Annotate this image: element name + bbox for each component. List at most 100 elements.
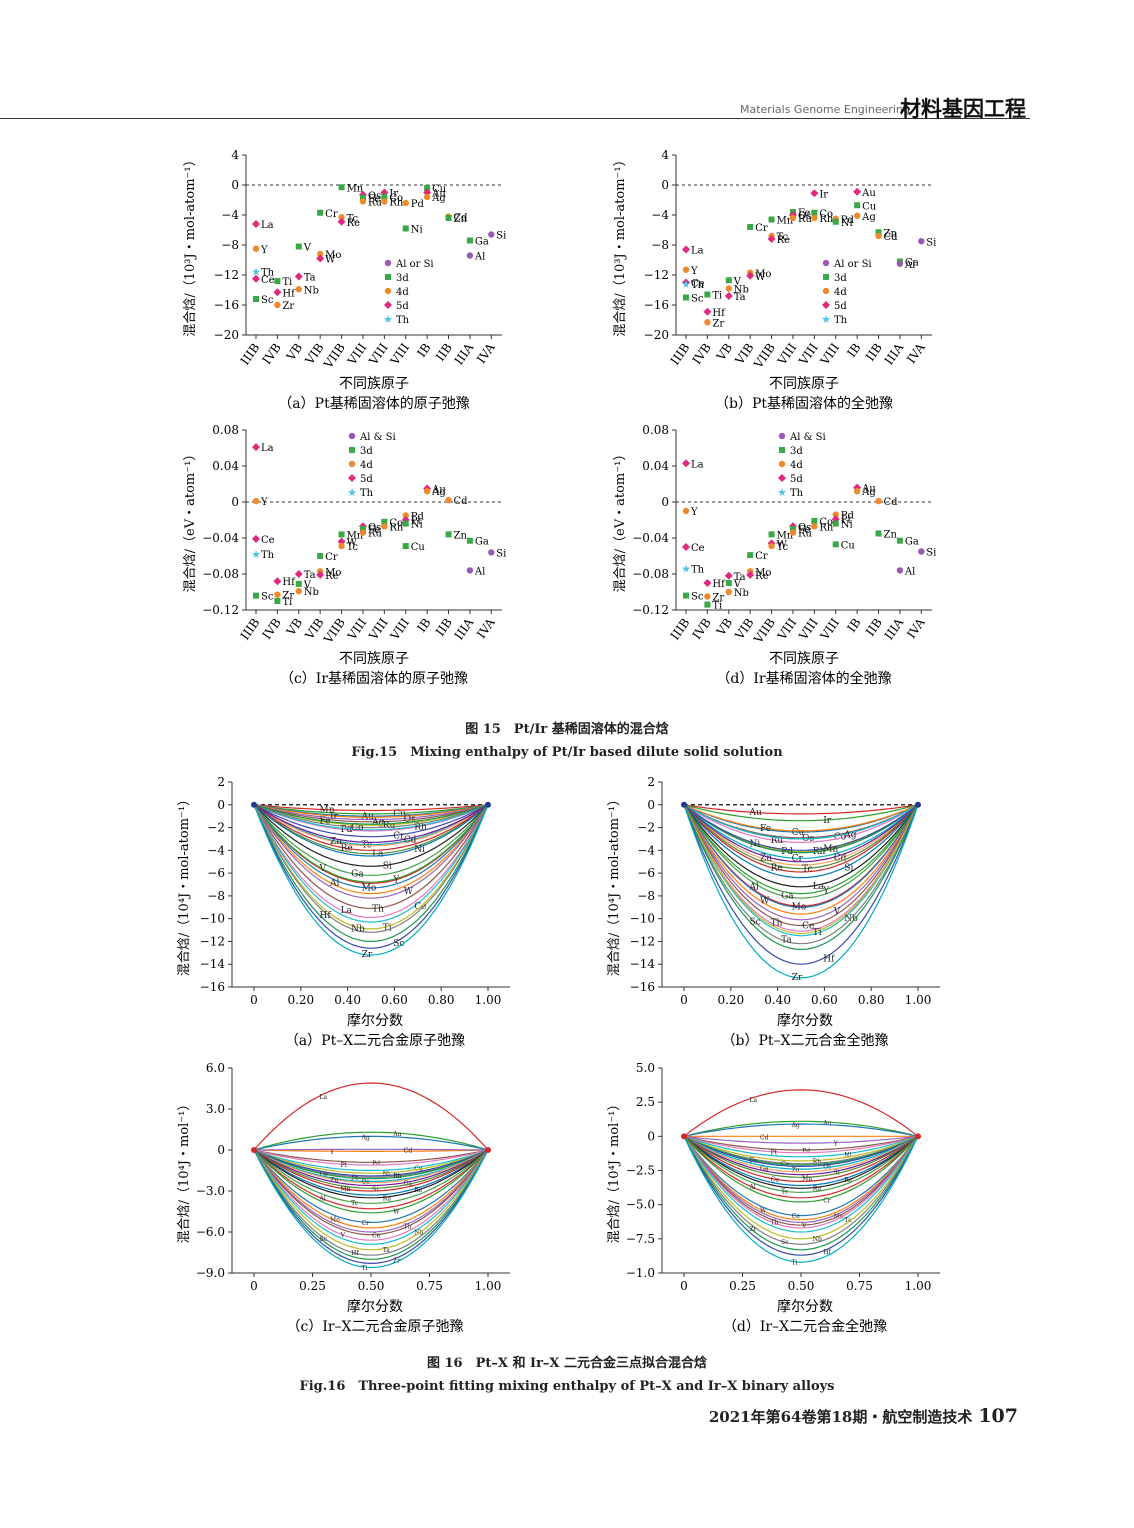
curve-Ni	[683, 804, 919, 854]
point-label-Re: Re	[325, 571, 339, 582]
point-Cd	[875, 497, 882, 505]
legend-label: 4d	[834, 287, 847, 298]
point-Ce	[682, 543, 690, 551]
point-V	[295, 580, 302, 587]
curve-Ni	[253, 804, 489, 857]
point-Re	[316, 570, 325, 579]
chart-fig16b: 2 0 −2 −4 −6 −8 −10 −12 −14 −16 0 0.20 0.40 0.60 0.80 1…	[606, 775, 940, 1049]
point-Cu	[402, 543, 409, 550]
x-tick-label: VIIB	[321, 616, 349, 647]
curve-label-Ni: Ni	[844, 1152, 851, 1159]
curve-label-Ta: Ta	[383, 1247, 391, 1254]
legend-label: 3d	[360, 446, 373, 457]
curve-Hf	[683, 804, 919, 965]
point-Zn	[445, 215, 452, 221]
point-label-Cd: Cd	[454, 496, 469, 507]
point-label-Ru: Ru	[798, 214, 813, 225]
curve-Ga	[683, 804, 919, 899]
point-W	[316, 254, 325, 263]
x-tick-label: IIIA	[452, 340, 477, 367]
curve-label-Cd: Cd	[404, 1147, 413, 1154]
point-Cr	[747, 224, 754, 230]
chart-fig16a: 2 0 −2 −4 −6 −8 −10 −12 −14 −16 0 0.20 0.40 0.60 0.80 1…	[176, 775, 510, 1049]
point-label-Ni: Ni	[841, 218, 853, 229]
point-Re	[767, 235, 776, 243]
point-Zr	[704, 319, 711, 326]
curve-Zn	[683, 804, 919, 866]
point-Si	[488, 231, 495, 238]
curve-Y	[253, 1149, 489, 1152]
point-label-W: W	[325, 255, 336, 266]
point-label-W: W	[347, 538, 358, 549]
curve-label-La: La	[372, 850, 384, 860]
chart-caption: （c）Ir基稀固溶体的原子弛豫	[280, 670, 468, 687]
curve-label-Cd: Cd	[404, 835, 417, 845]
point-Fe	[359, 194, 366, 201]
legend-marker	[384, 301, 392, 309]
point-Re	[746, 570, 755, 579]
point-Ce	[252, 534, 260, 543]
x-tick-label: 1.00	[475, 1279, 502, 1293]
legend-marker	[348, 460, 356, 468]
point-Ag	[853, 212, 861, 219]
point-Cu	[832, 541, 839, 548]
point-label-Ag: Ag	[431, 193, 446, 204]
legend-marker	[778, 460, 786, 468]
point-Al	[466, 252, 474, 259]
curve-label-Fe: Fe	[760, 824, 771, 834]
legend-marker	[348, 432, 356, 440]
point-label-Fe: Fe	[798, 208, 810, 219]
y-tick-label: −16	[214, 298, 239, 312]
legend-marker	[348, 474, 356, 482]
y-axis-title: 混合焓/（10⁴J・mol⁻¹）	[606, 1098, 622, 1244]
endpoint-right	[485, 1147, 491, 1153]
point-label-Zn: Zn	[454, 214, 468, 225]
point-Ag	[853, 488, 861, 495]
point-label-Zr: Zr	[282, 301, 294, 312]
journal-name-en: Materials Genome Engineering	[740, 103, 910, 116]
y-tick-label: −2	[207, 821, 225, 835]
point-label-Ti: Ti	[282, 277, 292, 288]
legend-marker: ★	[821, 313, 831, 326]
curve-label-Pd: Pd	[372, 1160, 380, 1167]
point-label-Zn: Zn	[454, 530, 468, 541]
curve-label-Ag: Ag	[843, 830, 856, 840]
point-Ni	[402, 225, 409, 232]
point-label-Co: Co	[389, 518, 403, 529]
curve-label-Ru: Ru	[771, 836, 784, 846]
point-Zn	[875, 229, 882, 236]
chart-caption: （c）Ir–X二元合金原子弛豫	[286, 1319, 463, 1335]
curve-Zn	[253, 1149, 489, 1184]
point-Re	[337, 217, 346, 226]
point-Nb	[295, 286, 302, 293]
x-tick-label: IIIB	[668, 341, 693, 368]
curve-Th	[683, 1135, 919, 1229]
point-label-Mn: Mn	[777, 530, 794, 541]
y-tick-label: −6.0	[196, 1225, 225, 1239]
endpoint-right	[915, 1133, 921, 1140]
x-tick-label: 1.00	[905, 1279, 932, 1293]
curve-Os	[683, 1135, 919, 1168]
point-label-Nb: Nb	[304, 587, 319, 598]
point-Ce	[252, 274, 260, 283]
point-Ru	[789, 214, 797, 222]
curve-Pt	[683, 1135, 919, 1154]
curve-label-Ta: Ta	[844, 1217, 852, 1224]
curve-Y	[253, 804, 489, 883]
curve-label-Ru: Ru	[383, 1195, 392, 1202]
curve-Cr	[253, 804, 489, 838]
point-Sc	[253, 296, 259, 302]
curve-label-Mn: Mn	[320, 805, 335, 815]
x-axis-title: 摩尔分数	[347, 1298, 403, 1315]
curve-label-Sc: Sc	[781, 1239, 789, 1246]
endpoint-right	[485, 801, 491, 808]
chart-fig16c: 6.0 3.0 0 −3.0 −6.0 −9.0 0 0.25 0.50 0.75 1.00 摩尔分数…	[176, 1061, 510, 1335]
point-label-Ti: Ti	[282, 597, 292, 608]
curve-Hf	[683, 1136, 919, 1256]
point-label-Pd: Pd	[411, 512, 425, 523]
point-label-Mo: Mo	[755, 567, 771, 578]
point-Cr	[747, 552, 754, 559]
curve-label-Mo: Mo	[362, 883, 377, 893]
point-Sc	[253, 592, 259, 599]
point-Sc	[683, 592, 689, 599]
